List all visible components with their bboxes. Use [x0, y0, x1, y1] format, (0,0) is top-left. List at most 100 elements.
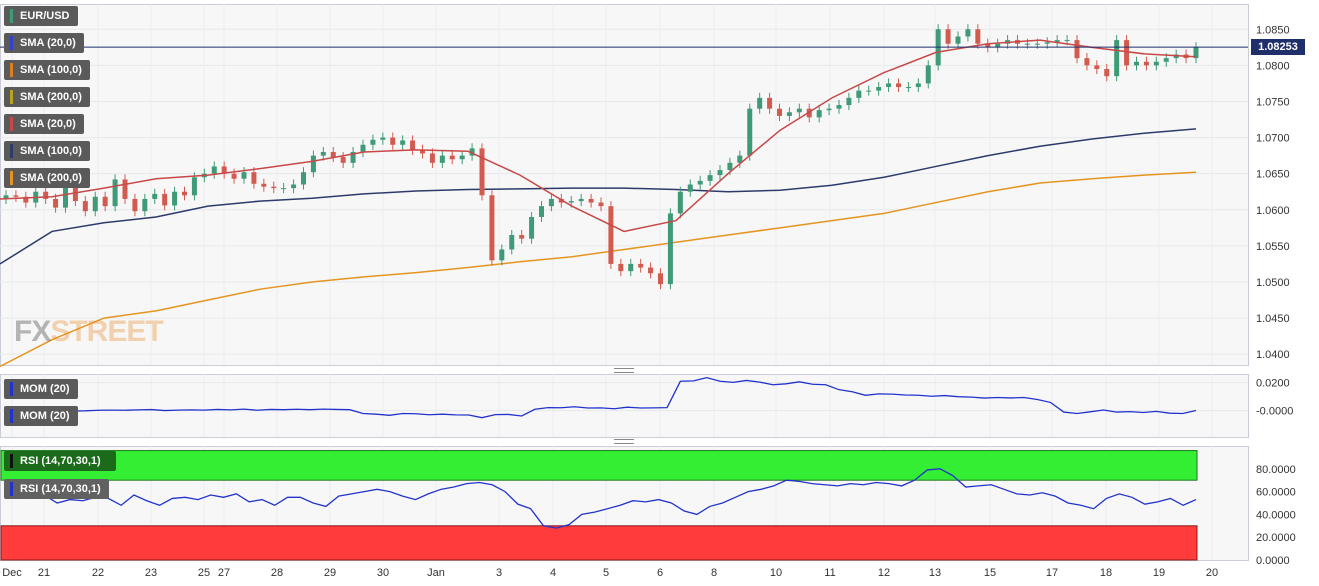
candle [578, 193, 584, 207]
pane-resize-handle-2[interactable] [614, 439, 634, 444]
legend-sma-200-b[interactable]: SMA (200,0) [4, 168, 90, 188]
candle [826, 103, 832, 116]
candle-body [429, 153, 435, 163]
candle [271, 181, 277, 194]
date-tick-label: Dec [2, 567, 22, 579]
date-tick-label: 20 [1206, 567, 1218, 579]
candle-body [687, 184, 693, 192]
candle-body [271, 186, 277, 189]
date-tick-label: 15 [984, 567, 996, 579]
candle [638, 258, 644, 273]
candle-body [677, 191, 683, 214]
legend-sma-20-b[interactable]: SMA (20,0) [4, 114, 84, 134]
candle [529, 211, 535, 244]
candle-body [975, 29, 981, 44]
candle [459, 150, 465, 165]
candle [43, 186, 49, 204]
price-tick-label: 1.0550 [1256, 241, 1290, 253]
candle [102, 191, 108, 212]
candle-body [340, 157, 346, 163]
sma-20-swatch [10, 36, 13, 50]
date-tick-label: 17 [1046, 567, 1058, 579]
candle-body [509, 235, 515, 250]
candle [836, 100, 842, 114]
candle [628, 258, 634, 277]
candle-body [241, 172, 247, 179]
price-tick-label: 1.0650 [1256, 169, 1290, 181]
candle [667, 208, 673, 290]
candle [301, 167, 306, 190]
candle-body [667, 213, 673, 285]
candle-body [1094, 65, 1100, 69]
momentum-tick-label: 0.0200 [1256, 378, 1290, 390]
symbol-label[interactable]: EUR/USD [4, 6, 78, 26]
candle-body [410, 140, 416, 150]
legend-sma-200[interactable]: SMA (200,0) [4, 87, 90, 107]
candle-body [172, 191, 178, 206]
candle-body [707, 175, 713, 181]
candle [777, 103, 782, 121]
candle [1104, 63, 1110, 82]
legend-rsi[interactable]: RSI (14,70,30,1) [4, 451, 116, 471]
candle [945, 24, 951, 49]
candle-body [261, 183, 267, 187]
price-tick-label: 1.0850 [1256, 24, 1290, 36]
momentum-line [5, 376, 1197, 419]
candle-body [420, 149, 425, 154]
price-tick-label: 1.0750 [1256, 96, 1290, 108]
candle [846, 92, 852, 111]
candle [82, 196, 88, 217]
candle-body [727, 162, 733, 171]
candle-body [588, 198, 594, 203]
legend-mom-20[interactable]: MOM (20) [4, 379, 78, 399]
candle [796, 103, 802, 118]
candle [697, 175, 703, 190]
candle-body [251, 172, 257, 184]
candle-body [63, 186, 68, 208]
candle [182, 186, 187, 201]
date-tick-label: 22 [92, 567, 104, 579]
candle [132, 193, 138, 217]
date-tick-label: 28 [271, 567, 283, 579]
rsi-oversold-zone [0, 525, 1198, 561]
date-tick-label: 18 [1100, 567, 1112, 579]
price-pane [0, 4, 1249, 366]
date-tick-label: 6 [657, 567, 663, 579]
candle-body [925, 65, 931, 84]
date-tick-label: 13 [929, 567, 941, 579]
candle-body [995, 43, 1001, 48]
candle [677, 186, 683, 219]
candle-body [72, 186, 78, 202]
date-tick-label: 11 [824, 567, 835, 579]
legend-sma-20[interactable]: SMA (20,0) [4, 33, 84, 53]
date-tick-label: Jan [427, 567, 445, 579]
legend-sma-100[interactable]: SMA (100,0) [4, 60, 90, 80]
candle-body [905, 87, 911, 89]
candle-body [608, 206, 614, 264]
candle-body [102, 196, 108, 207]
candle [191, 172, 197, 201]
candle [747, 103, 753, 161]
candle-body [1044, 42, 1050, 44]
price-tick-label: 1.0800 [1256, 60, 1290, 72]
candle-body [737, 155, 743, 163]
candle-body [1153, 61, 1159, 66]
legend-sma-100-b[interactable]: SMA (100,0) [4, 141, 90, 161]
candle-body [965, 29, 971, 37]
candle [1143, 56, 1149, 71]
candle [558, 193, 564, 208]
fxstreet-watermark: FXSTREET [14, 315, 164, 348]
candle-body [648, 267, 654, 274]
candle-body [747, 108, 753, 156]
candle-body [529, 216, 535, 239]
candle [1193, 42, 1199, 64]
candle-body [132, 198, 138, 212]
momentum-tick-label: -0.0000 [1256, 406, 1293, 418]
candle-body [142, 198, 148, 212]
candle [410, 135, 416, 155]
legend-mom-20-b[interactable]: MOM (20) [4, 406, 78, 426]
legend-rsi-b[interactable]: RSI (14,70,30,1) [4, 479, 109, 499]
candle-body [320, 152, 326, 156]
pane-resize-handle-1[interactable] [614, 368, 634, 373]
